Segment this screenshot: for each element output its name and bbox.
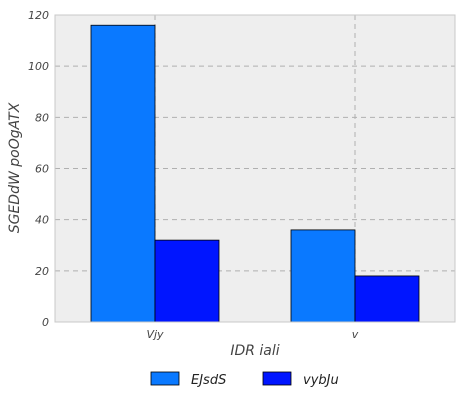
bar	[290, 229, 356, 323]
x-tick-label: Vjy	[146, 328, 164, 341]
y-tick-label: 80	[35, 111, 49, 124]
x-axis: Vjy v	[146, 328, 358, 341]
legend-label: EJsdS	[191, 373, 226, 388]
legend-swatch	[150, 371, 180, 386]
bar	[90, 24, 156, 323]
bar	[354, 275, 420, 323]
legend-swatch	[262, 371, 292, 386]
y-tick-label: 120	[28, 9, 49, 22]
y-tick-label: 100	[28, 60, 49, 73]
bar	[154, 239, 220, 323]
y-tick-label: 40	[35, 214, 49, 227]
x-tick-label: v	[352, 328, 359, 341]
y-tick-label: 60	[35, 163, 49, 176]
y-axis-label: SGEDdW poOgATX	[7, 102, 23, 233]
y-tick-label: 20	[35, 265, 49, 278]
y-tick-label: 0	[42, 316, 49, 329]
plot-frame	[54, 14, 456, 323]
y-axis: 0 20 40 60 80 100 120	[28, 9, 49, 329]
x-axis-label: IDR iali	[230, 343, 279, 359]
legend-label: vybJu	[303, 373, 339, 388]
legend: EJsdS vybJu	[150, 371, 339, 388]
bars	[90, 24, 420, 323]
